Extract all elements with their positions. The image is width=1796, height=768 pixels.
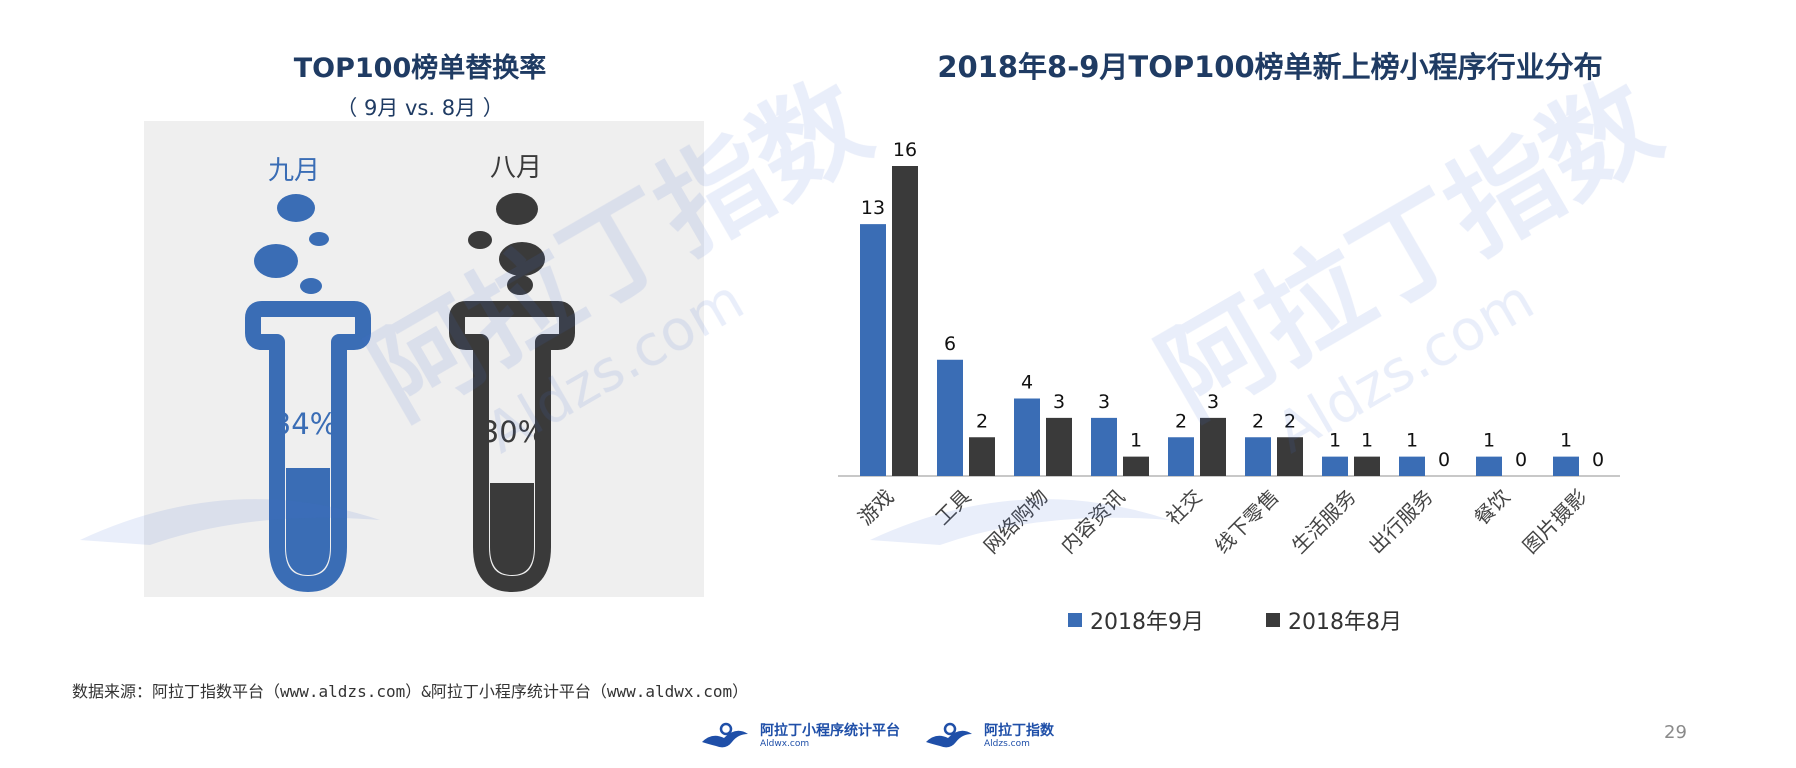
bubble bbox=[309, 232, 329, 246]
legend-label-august: 2018年8月 bbox=[1288, 610, 1402, 635]
tube-september-label: 九月 bbox=[268, 156, 320, 186]
data-label: 2 bbox=[1175, 410, 1187, 432]
bar-september bbox=[1245, 437, 1271, 476]
page-number: 29 bbox=[1664, 722, 1687, 743]
category-label: 工具 bbox=[930, 485, 975, 530]
left-chart-title: TOP100榜单替换率 bbox=[293, 53, 547, 84]
category-label: 内容资讯 bbox=[1056, 485, 1130, 559]
bar-september bbox=[1322, 456, 1348, 476]
data-label: 0 bbox=[1515, 449, 1527, 471]
data-label: 4 bbox=[1021, 372, 1033, 394]
data-source-note: 数据来源：阿拉丁指数平台（www.aldzs.com）&阿拉丁小程序统计平台（w… bbox=[72, 682, 749, 701]
footer-logo-aldzs-url: Aldzs.com bbox=[984, 738, 1030, 749]
data-label: 3 bbox=[1207, 391, 1219, 413]
bar-september bbox=[1091, 417, 1117, 476]
bubble bbox=[499, 242, 545, 276]
tube-august-label: 八月 bbox=[490, 153, 542, 183]
bar-september bbox=[860, 224, 886, 476]
bar-august bbox=[1200, 417, 1226, 476]
bar-september bbox=[1476, 456, 1502, 476]
bubble bbox=[254, 244, 298, 278]
bubble bbox=[496, 193, 538, 225]
tube-august-liquid bbox=[490, 483, 534, 575]
bar-september bbox=[1168, 437, 1194, 476]
bubble bbox=[277, 194, 315, 222]
bar-september bbox=[1014, 398, 1040, 476]
legend-swatch-august bbox=[1266, 613, 1280, 627]
tube-august-outline bbox=[449, 301, 575, 592]
chart-legend: 2018年9月 2018年8月 bbox=[1068, 604, 1402, 636]
data-label: 1 bbox=[1560, 430, 1572, 452]
footer-logo-aldzs-name: 阿拉丁指数 bbox=[984, 722, 1054, 739]
legend-label-september: 2018年9月 bbox=[1090, 610, 1204, 635]
aladdin-lamp-icon bbox=[702, 722, 748, 748]
tube-august: 八月 30% bbox=[449, 153, 575, 592]
category-label: 网络购物 bbox=[979, 485, 1053, 559]
category-label: 线下零售 bbox=[1210, 485, 1284, 559]
category-label: 游戏 bbox=[853, 485, 898, 530]
tube-september: 九月 34% bbox=[245, 156, 371, 592]
data-label: 6 bbox=[944, 333, 956, 355]
data-label: 2 bbox=[1252, 410, 1264, 432]
footer-logo-aldzs: 阿拉丁指数 Aldzs.com bbox=[922, 718, 1054, 754]
bar-august bbox=[969, 437, 995, 476]
category-label: 社交 bbox=[1161, 485, 1206, 530]
bar-september bbox=[1553, 456, 1579, 476]
data-label: 2 bbox=[976, 410, 988, 432]
footer-logo-aldwx: 阿拉丁小程序统计平台 Aldwx.com bbox=[698, 718, 900, 754]
legend-item-september: 2018年9月 bbox=[1068, 604, 1204, 636]
tube-august-value: 30% bbox=[481, 415, 545, 449]
tube-illustration: 九月 34% 八月 30% bbox=[245, 153, 575, 592]
data-label: 2 bbox=[1284, 410, 1296, 432]
tube-september-outline bbox=[245, 301, 371, 592]
bubble bbox=[507, 275, 533, 295]
bar-september bbox=[937, 359, 963, 476]
data-label: 1 bbox=[1406, 430, 1418, 452]
category-label: 生活服务 bbox=[1287, 485, 1361, 559]
bar-august bbox=[892, 166, 918, 476]
bar-chart-title: 2018年8-9月TOP100榜单新上榜小程序行业分布 bbox=[937, 50, 1603, 84]
bar-september bbox=[1399, 456, 1425, 476]
data-label: 1 bbox=[1130, 430, 1142, 452]
data-label: 3 bbox=[1053, 391, 1065, 413]
bar-august bbox=[1123, 456, 1149, 476]
data-label: 3 bbox=[1098, 391, 1110, 413]
data-label: 16 bbox=[893, 139, 917, 161]
bubble bbox=[300, 278, 322, 294]
tube-september-liquid bbox=[286, 468, 330, 575]
aladdin-lamp-icon bbox=[926, 722, 972, 748]
legend-swatch-september bbox=[1068, 613, 1082, 627]
legend-item-august: 2018年8月 bbox=[1266, 604, 1402, 636]
tube-panel: 九月 34% 八月 30% bbox=[144, 121, 704, 597]
data-label: 1 bbox=[1361, 430, 1373, 452]
bar-august bbox=[1277, 437, 1303, 476]
category-label: 图片摄影 bbox=[1518, 485, 1592, 559]
category-label: 餐饮 bbox=[1469, 485, 1514, 530]
bubble bbox=[468, 231, 492, 249]
data-label: 0 bbox=[1438, 449, 1450, 471]
data-label: 13 bbox=[861, 197, 885, 219]
bar-august bbox=[1354, 456, 1380, 476]
left-chart-subtitle: （ 9月 vs. 8月 ） bbox=[336, 96, 504, 120]
tube-september-value: 34% bbox=[273, 407, 337, 441]
footer-logo-aldwx-name: 阿拉丁小程序统计平台 bbox=[760, 722, 900, 739]
data-label: 0 bbox=[1592, 449, 1604, 471]
data-label: 1 bbox=[1329, 430, 1341, 452]
category-label: 出行服务 bbox=[1364, 485, 1438, 559]
bar-august bbox=[1046, 417, 1072, 476]
data-label: 1 bbox=[1483, 430, 1495, 452]
footer-logo-aldwx-url: Aldwx.com bbox=[760, 738, 810, 749]
